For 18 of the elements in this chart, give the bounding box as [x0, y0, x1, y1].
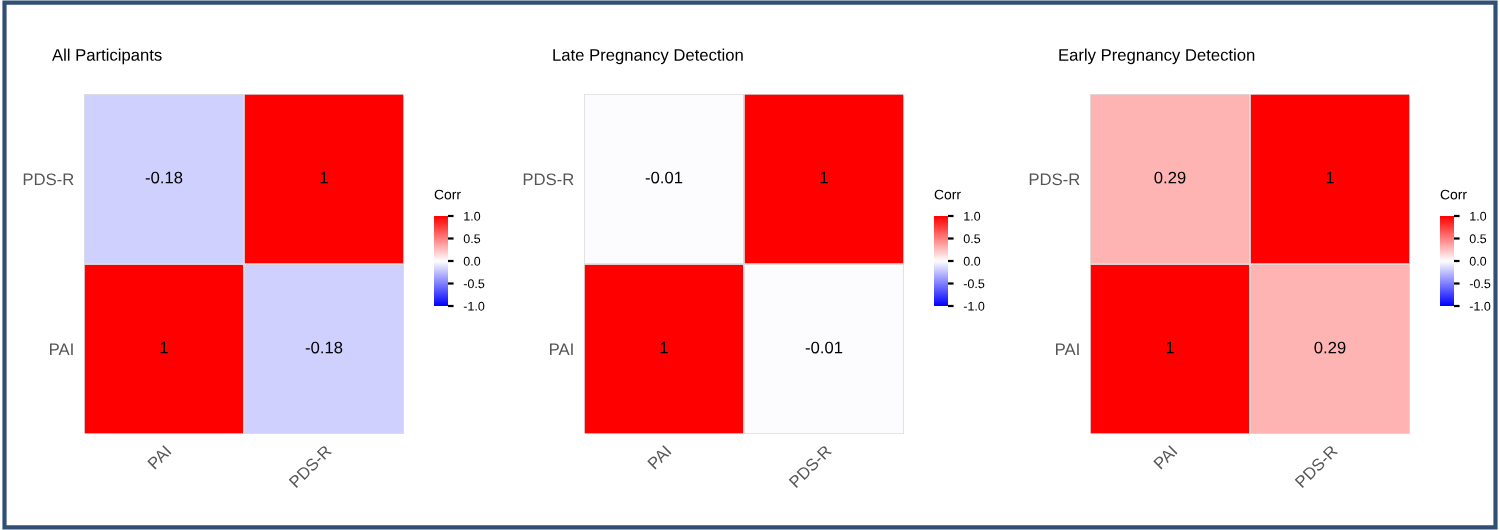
data-label: 1: [1166, 341, 1174, 354]
data-label: 1: [820, 171, 828, 184]
chart-title: All Participants: [52, 48, 162, 65]
data-label: 1: [160, 341, 168, 354]
data-label: 0.29: [1314, 341, 1346, 354]
data-label: 1: [1326, 171, 1334, 184]
data-label: -0.01: [645, 171, 683, 184]
x-tick-label: PAI: [647, 445, 672, 470]
data-label: 0.29: [1154, 171, 1186, 184]
data-label: -0.01: [805, 341, 843, 354]
x-tick-label: PAI: [1153, 445, 1178, 470]
data-label: 1: [660, 341, 668, 354]
chart-title: Early Pregnancy Detection: [1059, 48, 1255, 65]
x-tick-label: PAI: [147, 445, 172, 470]
data-label: -0.18: [145, 171, 183, 184]
data-label: 1: [320, 171, 328, 184]
chart-title: Late Pregnancy Detection: [553, 48, 743, 65]
data-label: -0.18: [305, 341, 343, 354]
